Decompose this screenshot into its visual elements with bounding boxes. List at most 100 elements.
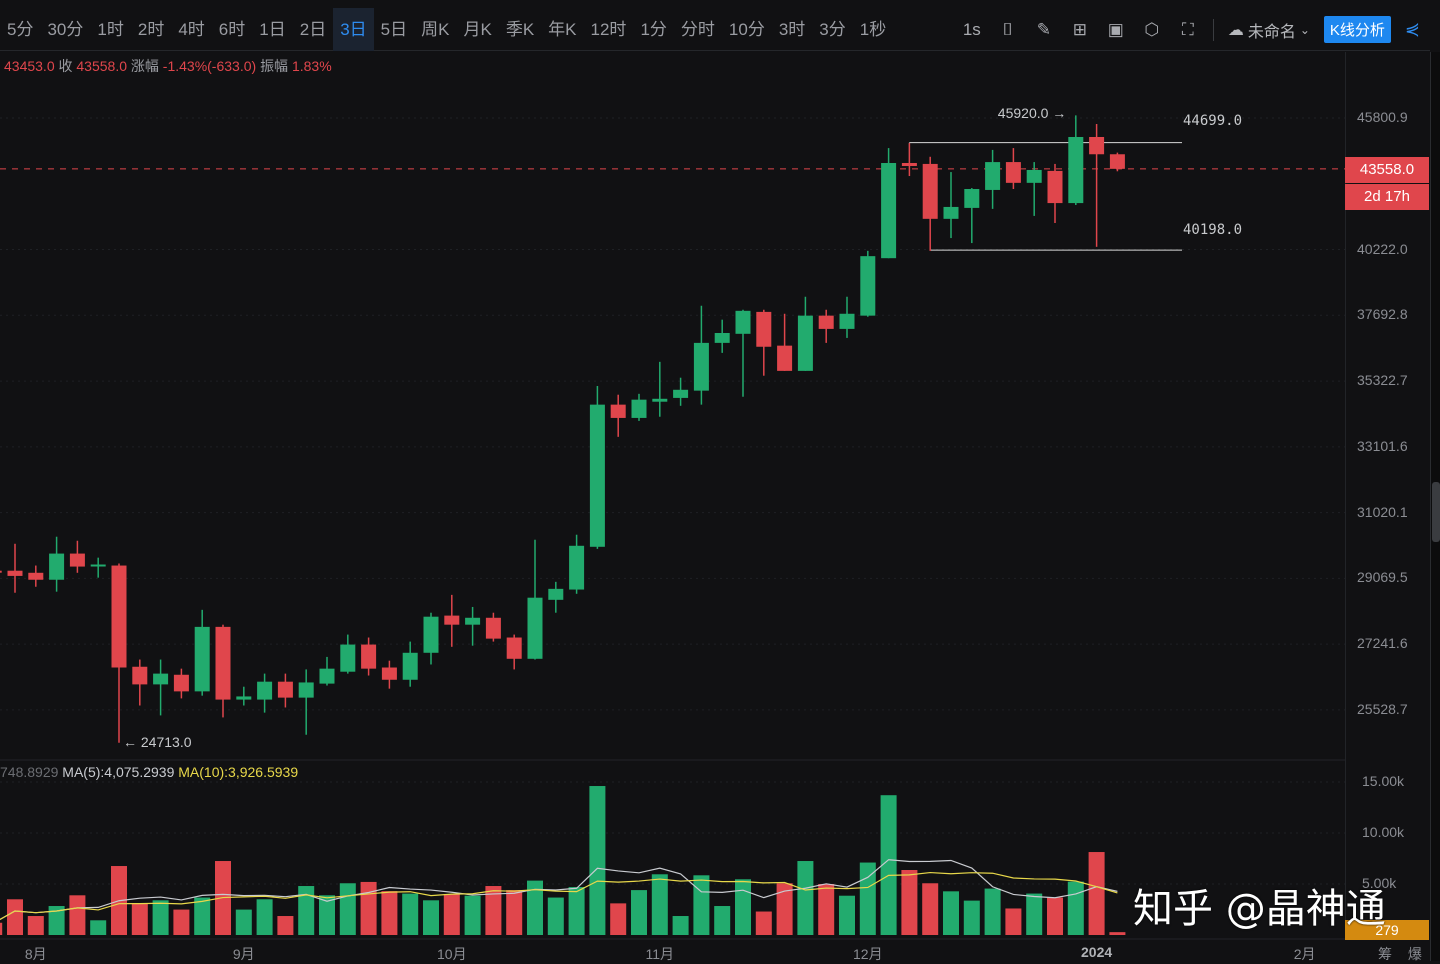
rectangle-bottom-label: 40198.0 [1183, 222, 1243, 239]
candle-body [777, 345, 793, 371]
change-value: -1.43%(-633.0) [162, 58, 257, 74]
scrollbar[interactable] [1430, 52, 1440, 961]
timeframe-tab[interactable]: 3分 [819, 19, 846, 39]
timeframe-tab[interactable]: 12时 [590, 19, 627, 39]
divider [1212, 18, 1214, 41]
volume-bar [0, 922, 3, 935]
volume-bar [651, 874, 668, 935]
timeframe-tab[interactable]: 年K [548, 19, 577, 39]
chip-burst-buttons[interactable]: 筹 爆 [1378, 946, 1428, 962]
volume-bar [610, 903, 627, 935]
volume-bar [7, 899, 23, 935]
volume-bar [1026, 893, 1043, 935]
candle-body [1109, 154, 1125, 169]
settings-hexagon-icon[interactable]: ⬡ [1144, 19, 1160, 39]
timeframe-tab[interactable]: 月K [463, 19, 492, 39]
candle-body [257, 681, 273, 700]
candle-body [1005, 162, 1021, 183]
candle-body [714, 332, 730, 343]
volume-bar [485, 886, 502, 935]
volume-bar [381, 891, 398, 935]
scroll-thumb[interactable] [1432, 482, 1440, 542]
timeframe-tab[interactable]: 1秒 [859, 19, 887, 39]
volume-bar [818, 883, 835, 935]
candle-body [652, 398, 668, 402]
last-volume-label: 279 [1345, 920, 1429, 940]
amplitude-value: 1.83% [291, 58, 332, 74]
timeframe-tab[interactable]: 分时 [680, 19, 715, 39]
volume-bar [256, 899, 273, 935]
interval-1s-button[interactable]: 1s [962, 19, 981, 39]
kline-analysis-button[interactable]: K线分析 [1323, 16, 1391, 43]
candle-body [298, 682, 314, 698]
toolbar-tools: 1s ⌷ ✎ ⊞ ▣ ⬡ ⛶ ☁ 未命名 ⌄ K线分析 ⋞ [961, 8, 1420, 51]
close-value: 43558.0 [76, 58, 127, 74]
candle-body [319, 668, 335, 684]
volume-bar [506, 890, 523, 935]
timeframe-list: 5分 30分 1时 2时 4时 6时 1日 2日 3日 5日 周K 月K 季K 年K 12时 1分 分时 10分 3… [0, 7, 893, 51]
pencil-icon[interactable]: ✎ [1036, 19, 1051, 39]
volume-bar [880, 795, 897, 935]
share-icon[interactable]: ⋞ [1404, 19, 1420, 39]
candle-body [797, 315, 813, 371]
candle-body [49, 553, 65, 580]
volume-bar [152, 900, 169, 935]
candle-body [881, 163, 897, 259]
camera-icon[interactable]: ⌷ [1002, 19, 1013, 39]
volume-bar [714, 906, 731, 935]
price-tick-label: 40222.0 [1357, 240, 1408, 257]
timeframe-tab[interactable]: 1时 [97, 19, 124, 39]
timeframe-tab[interactable]: 季K [505, 19, 535, 39]
price-tick-label: 27241.6 [1357, 635, 1408, 652]
candle-body [485, 617, 501, 639]
price-tick-label: 45800.9 [1357, 109, 1408, 125]
volume-tick-label: 10.00k [1362, 823, 1405, 840]
ohlc-info: 43453.0 收 43558.0 涨幅 -1.43%(-633.0) 振幅 1… [4, 56, 332, 76]
add-window-icon[interactable]: ⊞ [1072, 19, 1087, 39]
price-tick-label: 29069.5 [1357, 569, 1408, 586]
timeframe-tab[interactable]: 5分 [7, 19, 34, 39]
time-tick-label: 11月 [645, 946, 675, 962]
volume-ma10-line [0, 871, 1118, 921]
candle-body [1047, 170, 1063, 204]
volume-value: 748.8929 [0, 764, 59, 780]
candle-body [173, 674, 189, 692]
timeframe-tab[interactable]: 3时 [778, 19, 806, 39]
timeframe-tab[interactable]: 周K [421, 19, 450, 39]
timeframe-tab[interactable]: 4时 [178, 19, 205, 39]
candle-body [506, 637, 522, 659]
ma5-value: MA(5):4,075.2939 [62, 764, 175, 780]
candle-body [818, 315, 834, 329]
indicator-icon[interactable]: ▣ [1107, 19, 1124, 39]
candle-body [735, 310, 751, 334]
timeframe-tab[interactable]: 2日 [299, 19, 327, 39]
candlestick-chart[interactable] [0, 0, 1345, 940]
volume-bar [319, 895, 335, 935]
last-price-label: 43558.0 [1345, 157, 1429, 183]
timeframe-tab[interactable]: 30分 [47, 19, 84, 39]
time-tick-label: 12月 [853, 946, 883, 962]
volume-bar [90, 920, 107, 935]
layout-dropdown[interactable]: ☁ 未命名 ⌄ [1228, 18, 1310, 42]
volume-ma5-line [0, 859, 1118, 921]
timeframe-tab[interactable]: 10分 [728, 19, 765, 39]
candle-body [922, 163, 938, 219]
candle-body [839, 313, 855, 329]
timeframe-tab[interactable]: 6时 [218, 19, 246, 39]
timeframe-tab[interactable]: 3日 [333, 7, 374, 51]
toolbar: 5分 30分 1时 2时 4时 6时 1日 2日 3日 5日 周K 月K 季K 年K 12时 1分 分时 10分 3… [0, 7, 1430, 51]
fullscreen-icon[interactable]: ⛶ [1181, 19, 1194, 39]
volume-bar [839, 895, 855, 935]
candle-body [402, 652, 418, 680]
candle-body [1026, 169, 1042, 183]
max-price-label: 45920.0 [997, 105, 1049, 122]
timeframe-tab[interactable]: 1分 [640, 19, 667, 39]
candle-body [589, 404, 605, 547]
volume-bar [235, 909, 252, 935]
timeframe-tab[interactable]: 1日 [259, 19, 286, 39]
timeframe-tab[interactable]: 2时 [137, 19, 165, 39]
volume-bar [443, 894, 460, 935]
timeframe-tab[interactable]: 5日 [380, 19, 408, 39]
layout-name: 未命名 [1247, 23, 1296, 41]
max-price-annotation: 45920.0 → [997, 105, 1067, 122]
